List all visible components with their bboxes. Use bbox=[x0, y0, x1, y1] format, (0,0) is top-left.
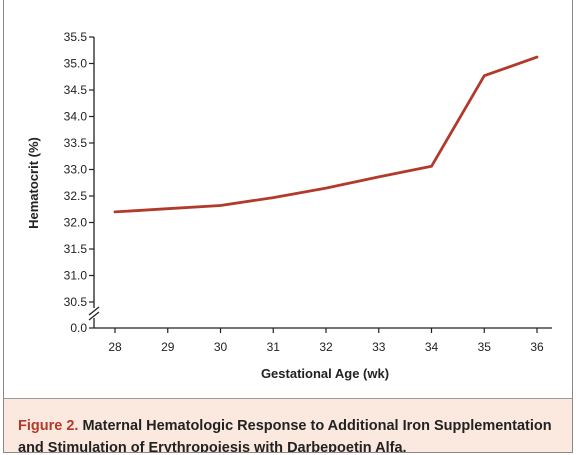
x-tick-label: 31 bbox=[267, 340, 281, 354]
figure-label: Figure 2. bbox=[18, 418, 79, 434]
y-tick-label: 34.5 bbox=[64, 83, 88, 97]
x-tick-label: 34 bbox=[425, 340, 439, 354]
axis-break-mark bbox=[88, 311, 100, 321]
plot-area: 0.0 30.5 31.0 31.5 32.0 32.5 33.0 33.5 34.0 34.5 3… bbox=[4, 0, 572, 396]
y-tick-label: 32.0 bbox=[64, 216, 88, 230]
y-tick-label: 31.0 bbox=[64, 269, 88, 283]
x-tick-label: 32 bbox=[319, 340, 333, 354]
y-tick-label: 30.5 bbox=[64, 295, 88, 309]
axis-break-mark bbox=[88, 306, 100, 316]
figure-frame: 0.0 30.5 31.0 31.5 32.0 32.5 33.0 33.5 34.0 34.5 3… bbox=[3, 0, 573, 453]
x-tick-label: 36 bbox=[530, 340, 544, 354]
y-tick-label: 33.0 bbox=[64, 163, 88, 177]
y-tick-label: 33.5 bbox=[64, 136, 88, 150]
figure-caption: Figure 2. Maternal Hematologic Response … bbox=[4, 398, 572, 453]
x-tick-label: 30 bbox=[214, 340, 228, 354]
x-tick-label: 33 bbox=[372, 340, 386, 354]
x-axis-title: Gestational Age (wk) bbox=[261, 366, 389, 381]
y-tick-label: 35.5 bbox=[64, 30, 88, 44]
y-tick-label: 0.0 bbox=[70, 321, 87, 335]
caption-text-line1: Maternal Hematologic Response to Additio… bbox=[82, 418, 552, 434]
x-tick-label: 29 bbox=[161, 340, 175, 354]
series bbox=[113, 55, 539, 214]
y-tick-label: 32.5 bbox=[64, 189, 88, 203]
y-tick-label: 31.5 bbox=[64, 242, 88, 256]
y-axis-title: Hematocrit (%) bbox=[26, 137, 41, 229]
caption-text-line2: and Stimulation of Erythropoiesis with D… bbox=[18, 440, 407, 453]
y-tick-label: 34.0 bbox=[64, 110, 88, 124]
ticks: 0.0 30.5 31.0 31.5 32.0 32.5 33.0 33.5 34.0 34.5 3… bbox=[64, 30, 544, 354]
series-line bbox=[113, 55, 539, 214]
x-tick-label: 35 bbox=[478, 340, 492, 354]
hematocrit-line-chart: 0.0 30.5 31.0 31.5 32.0 32.5 33.0 33.5 34.0 34.5 3… bbox=[26, 30, 552, 381]
x-tick-label: 28 bbox=[108, 340, 122, 354]
axes bbox=[88, 37, 552, 329]
y-tick-label: 35.0 bbox=[64, 57, 88, 71]
